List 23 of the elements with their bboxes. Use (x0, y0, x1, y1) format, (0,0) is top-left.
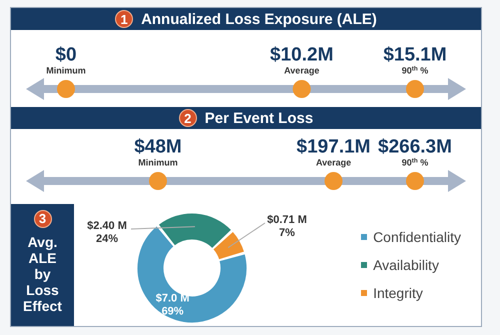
category-label: Minimum (46, 65, 86, 76)
text: 1 (115, 10, 134, 28)
category-label: Average (316, 157, 352, 168)
data-label: $48M (134, 136, 182, 158)
data-label: $0.71 M 7% (267, 214, 307, 239)
text: Avg. ALE by Loss Effect (22, 234, 63, 314)
text: 2 (178, 109, 197, 127)
data-label: $15.1M (383, 44, 447, 66)
data-label: $266.3M (378, 136, 452, 158)
text: Per Event Loss (204, 110, 314, 126)
text: 3 (34, 210, 52, 228)
data-label: $2.40 M 24% (87, 220, 127, 245)
category-label: Average (284, 65, 320, 76)
text: Annualized Loss Exposure (ALE) (141, 10, 377, 28)
data-label: $10.2M (270, 44, 334, 66)
legend-label: Availability (373, 256, 439, 275)
legend-label: Confidentiality (373, 228, 461, 247)
legend-label: Integrity (373, 284, 423, 303)
category-label: Minimum (138, 157, 178, 168)
data-label: $0 (55, 44, 77, 66)
data-label: $197.1M (296, 136, 371, 158)
category-label: 90$^{th}$ % (402, 156, 428, 168)
category-label: 90$^{th}$ % (402, 64, 428, 76)
